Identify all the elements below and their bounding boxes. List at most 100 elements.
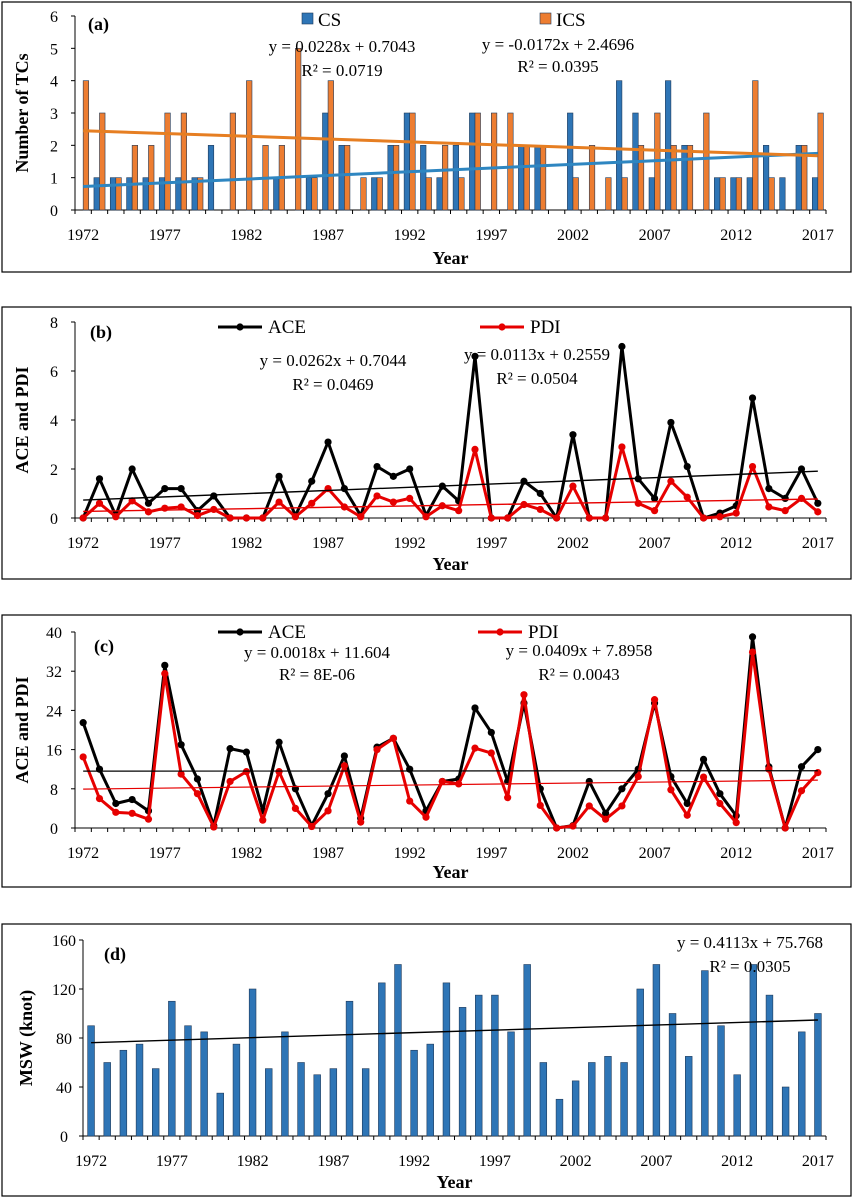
bar-ics-2002 bbox=[572, 177, 579, 211]
point-pdi-2001 bbox=[553, 514, 561, 522]
panel-frame bbox=[1, 1, 852, 273]
bar-cs-1992 bbox=[403, 112, 410, 211]
x-tick-label: 2012 bbox=[720, 227, 752, 244]
series-line-pdi bbox=[81, 650, 819, 830]
bar-ics-1972 bbox=[82, 80, 90, 211]
bar-msw-2014 bbox=[765, 994, 774, 1137]
bar-ics-1997 bbox=[491, 112, 498, 211]
point-pdi-1980 bbox=[210, 823, 218, 831]
bar-msw-1976 bbox=[151, 1068, 160, 1137]
point-ace-2014 bbox=[765, 485, 773, 493]
point-pdi-1987 bbox=[324, 807, 332, 815]
panel-label: (a) bbox=[88, 14, 109, 35]
point-pdi-2003 bbox=[585, 514, 593, 522]
y-tick-label: 16 bbox=[46, 743, 62, 760]
panel-label: (b) bbox=[90, 322, 112, 343]
bar-cs-2008 bbox=[665, 80, 672, 211]
bar-msw-1973 bbox=[103, 1062, 111, 1137]
bar-ics-2017 bbox=[817, 112, 824, 211]
bar-msw-1992 bbox=[410, 1049, 418, 1137]
point-pdi-2013 bbox=[748, 648, 757, 656]
point-pdi-1981 bbox=[226, 514, 234, 522]
bar-msw-2016 bbox=[798, 1031, 806, 1137]
x-tick-label: 1987 bbox=[312, 535, 344, 552]
trend-r-squared: R² = 0.0043 bbox=[538, 665, 619, 684]
bar-ics-2010 bbox=[703, 112, 710, 211]
x-tick-label: 2017 bbox=[802, 535, 834, 552]
point-ace-2011 bbox=[716, 790, 724, 798]
point-pdi-1989 bbox=[357, 818, 365, 826]
bar-msw-1990 bbox=[378, 982, 386, 1137]
x-tick-label: 2012 bbox=[720, 535, 752, 552]
series-line-ace bbox=[81, 345, 820, 520]
x-tick-label: 1992 bbox=[398, 1153, 430, 1170]
point-ace-2002 bbox=[569, 431, 577, 439]
point-pdi-1990 bbox=[373, 746, 381, 754]
x-tick-label: 1977 bbox=[156, 1153, 188, 1170]
point-pdi-2004 bbox=[601, 514, 610, 522]
bar-ics-2013 bbox=[752, 80, 759, 211]
bar-msw-2012 bbox=[733, 1074, 741, 1137]
bar-ics-1988 bbox=[344, 145, 351, 211]
bar-ics-2003 bbox=[588, 145, 596, 211]
point-pdi-1997 bbox=[487, 514, 495, 522]
bar-cs-1974 bbox=[109, 177, 117, 211]
x-axis-title: Year bbox=[433, 862, 469, 882]
trend-equation: y = 0.4113x + 75.768 bbox=[677, 933, 823, 952]
bar-ics-2004 bbox=[605, 177, 612, 211]
point-pdi-1988 bbox=[340, 762, 348, 770]
y-tick-label: 8 bbox=[50, 315, 58, 332]
point-pdi-2004 bbox=[601, 815, 610, 823]
point-pdi-1983 bbox=[259, 816, 267, 824]
point-pdi-1996 bbox=[471, 744, 479, 752]
legend-swatch-ics bbox=[539, 12, 552, 25]
point-pdi-1992 bbox=[406, 494, 414, 502]
x-tick-label: 1982 bbox=[230, 535, 262, 552]
point-pdi-1977 bbox=[161, 670, 169, 678]
point-ace-1974 bbox=[112, 799, 120, 808]
bar-ics-2000 bbox=[539, 145, 547, 211]
legend-label-ace: ACE bbox=[268, 622, 306, 643]
bar-ics-1976 bbox=[148, 145, 155, 211]
bar-cs-2012 bbox=[730, 177, 737, 211]
bar-cs-1991 bbox=[387, 145, 394, 211]
point-pdi-1997 bbox=[487, 749, 495, 757]
point-ace-2003 bbox=[585, 777, 593, 786]
point-pdi-1998 bbox=[504, 514, 512, 522]
point-ace-1984 bbox=[275, 738, 283, 746]
point-pdi-1982 bbox=[242, 514, 251, 522]
bar-cs-1996 bbox=[469, 112, 476, 211]
point-pdi-2013 bbox=[748, 462, 757, 471]
point-ace-1996 bbox=[471, 352, 479, 360]
bar-msw-2006 bbox=[636, 988, 644, 1137]
legend-label-pdi: PDI bbox=[528, 622, 559, 643]
bar-msw-1985 bbox=[297, 1062, 305, 1137]
point-ace-2016 bbox=[797, 763, 806, 771]
bar-msw-1979 bbox=[200, 1031, 208, 1137]
point-pdi-2010 bbox=[699, 514, 708, 522]
y-tick-label: 80 bbox=[56, 1031, 72, 1048]
point-pdi-2002 bbox=[569, 482, 577, 490]
bar-msw-1997 bbox=[491, 994, 499, 1137]
point-pdi-2011 bbox=[716, 513, 724, 521]
x-tick-label: 1992 bbox=[394, 535, 426, 552]
point-pdi-1998 bbox=[504, 794, 512, 802]
bar-cs-1995 bbox=[452, 145, 459, 211]
bar-msw-1989 bbox=[361, 1068, 370, 1137]
bar-msw-1996 bbox=[475, 994, 483, 1137]
x-tick-label: 1997 bbox=[475, 535, 507, 552]
x-tick-label: 1982 bbox=[230, 845, 262, 862]
x-tick-label: 1972 bbox=[67, 535, 99, 552]
y-tick-label: 2 bbox=[50, 138, 58, 155]
point-pdi-1993 bbox=[422, 813, 430, 821]
bar-cs-1999 bbox=[518, 145, 525, 211]
bar-ics-1993 bbox=[425, 177, 432, 211]
point-ace-2009 bbox=[683, 799, 691, 808]
x-tick-label: 1992 bbox=[394, 227, 426, 244]
point-ace-1975 bbox=[128, 795, 136, 804]
point-pdi-1989 bbox=[357, 513, 365, 521]
point-pdi-2000 bbox=[536, 801, 544, 810]
y-tick-label: 32 bbox=[46, 664, 62, 681]
bar-msw-1984 bbox=[281, 1031, 289, 1137]
